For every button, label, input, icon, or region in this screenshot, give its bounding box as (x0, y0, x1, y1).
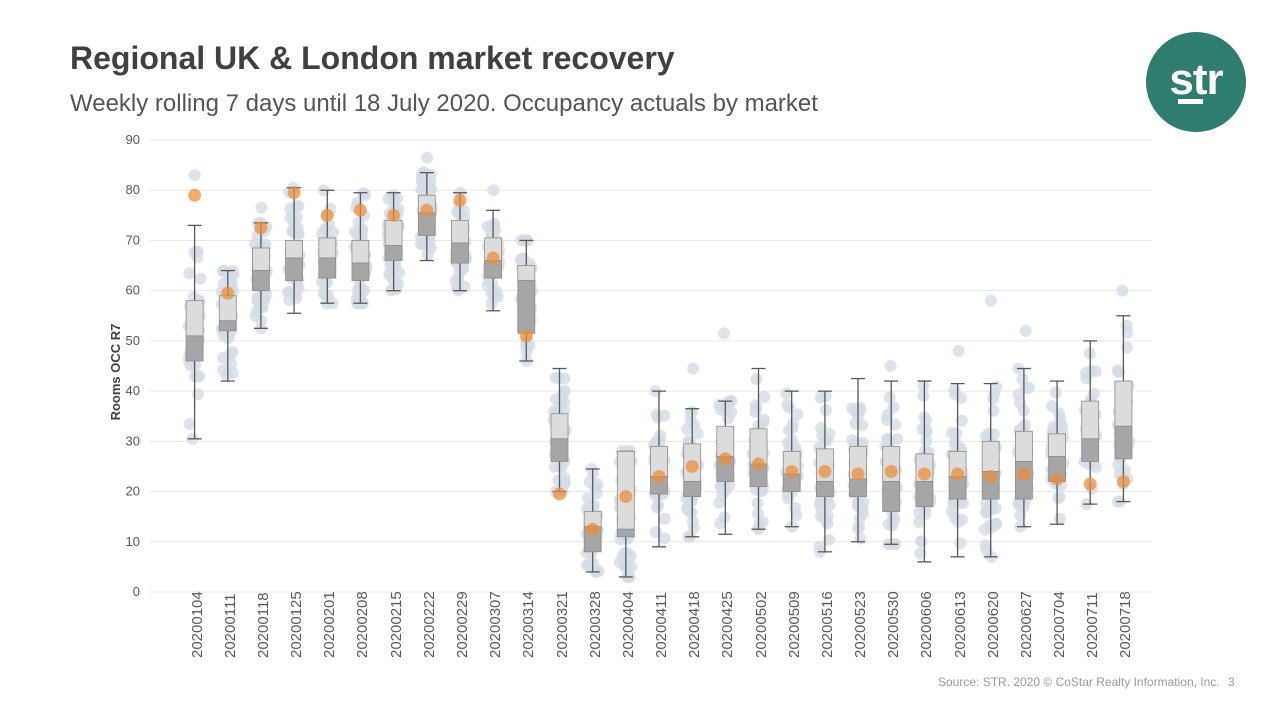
svg-text:0: 0 (133, 584, 140, 599)
svg-text:50: 50 (126, 333, 140, 348)
svg-text:40: 40 (126, 383, 140, 398)
svg-text:10: 10 (126, 534, 140, 549)
svg-text:30: 30 (126, 433, 140, 448)
svg-text:80: 80 (126, 182, 140, 197)
svg-text:60: 60 (126, 283, 140, 298)
svg-text:20: 20 (126, 484, 140, 499)
svg-text:90: 90 (126, 132, 140, 147)
svg-text:70: 70 (126, 232, 140, 247)
